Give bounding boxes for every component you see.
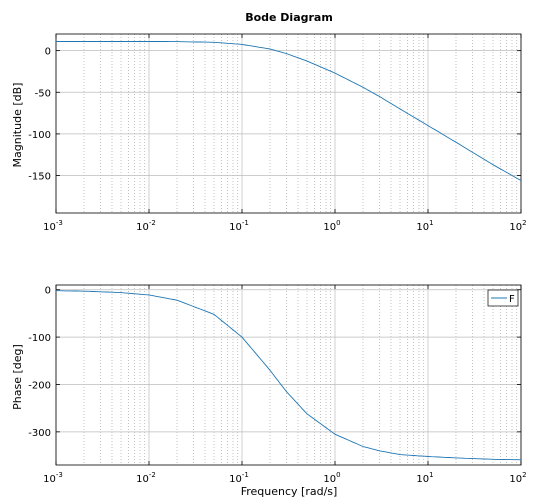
phase-plot: 10-3 10-2 10-1 100 101 102 0 -100 -200 -300 F — [28, 284, 527, 485]
magnitude-x-tick-label: 101 — [416, 219, 433, 233]
magnitude-y-tick-label: -100 — [28, 130, 51, 141]
phase-y-tick-label: -100 — [28, 333, 51, 344]
magnitude-x-tick-label: 100 — [323, 219, 340, 233]
phase-y-axis-label: Phase [deg] — [11, 344, 24, 410]
phase-x-tick-label: 10-2 — [136, 471, 156, 485]
magnitude-y-tick-label: 0 — [45, 47, 51, 58]
magnitude-x-tick-label: 10-3 — [43, 219, 63, 233]
phase-x-tick-label: 101 — [416, 471, 433, 485]
magnitude-y-tick-label: -50 — [35, 88, 51, 99]
magnitude-series-line — [56, 41, 522, 181]
frequency-x-axis-label: Frequency [rad/s] — [241, 485, 338, 498]
phase-axes-frame — [55, 284, 522, 466]
phase-x-tick-label: 100 — [323, 471, 340, 485]
magnitude-x-tick-label: 10-2 — [136, 219, 156, 233]
magnitude-y-axis-label: Magnitude [dB] — [11, 83, 24, 168]
phase-x-tick-label: 102 — [509, 471, 526, 485]
phase-x-tick-label: 10-1 — [229, 471, 249, 485]
magnitude-x-tick-label: 102 — [509, 219, 526, 233]
legend-entry: F — [509, 294, 515, 305]
magnitude-y-tick-label: -150 — [28, 172, 51, 183]
magnitude-axes-frame — [55, 33, 522, 214]
phase-x-tick-label: 10-3 — [43, 471, 63, 485]
magnitude-plot: 10-3 10-2 10-1 100 101 102 0 -50 -100 -150 — [28, 33, 527, 233]
phase-y-tick-label: 0 — [45, 286, 51, 297]
chart-title: Bode Diagram — [245, 11, 333, 24]
phase-y-tick-label: -200 — [28, 380, 51, 391]
phase-y-tick-label: -300 — [28, 428, 51, 439]
phase-series-line — [56, 290, 522, 461]
magnitude-x-tick-label: 10-1 — [229, 219, 249, 233]
